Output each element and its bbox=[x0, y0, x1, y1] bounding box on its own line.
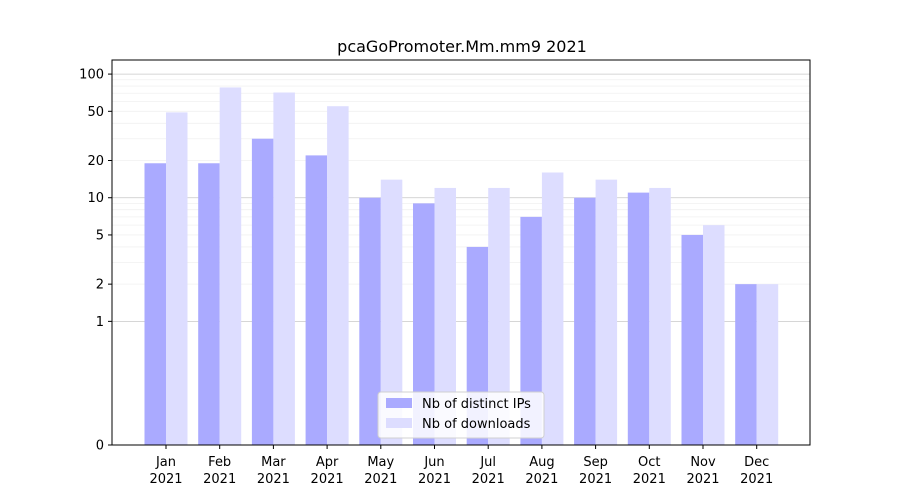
x-tick-sublabel: 2021 bbox=[525, 472, 558, 487]
bar-distinct-ips bbox=[359, 197, 381, 445]
y-tick-label: 0 bbox=[96, 439, 104, 454]
x-tick-sublabel: 2021 bbox=[740, 472, 773, 487]
bar-distinct-ips bbox=[144, 163, 166, 445]
bars bbox=[144, 87, 779, 446]
bar-distinct-ips bbox=[574, 197, 596, 445]
bar-distinct-ips bbox=[627, 192, 650, 445]
bar-downloads bbox=[434, 187, 456, 445]
bar-distinct-ips bbox=[520, 216, 542, 445]
x-tick-label: Oct bbox=[638, 455, 660, 470]
bar-downloads bbox=[488, 187, 510, 445]
x-tick-label: Dec bbox=[744, 455, 769, 470]
bar-downloads bbox=[649, 187, 671, 445]
bar-downloads bbox=[380, 179, 403, 446]
y-tick-label: 100 bbox=[79, 68, 104, 83]
legend-label: Nb of downloads bbox=[422, 417, 531, 432]
y-tick-label: 5 bbox=[96, 228, 104, 243]
x-tick-label: Jul bbox=[479, 455, 496, 470]
x-tick-label: May bbox=[367, 455, 394, 470]
bar-distinct-ips bbox=[198, 163, 220, 445]
x-tick-sublabel: 2021 bbox=[203, 472, 236, 487]
legend-box bbox=[377, 391, 545, 439]
legend-label: Nb of distinct IPs bbox=[422, 397, 531, 412]
bar-downloads bbox=[703, 225, 725, 445]
bar-distinct-ips bbox=[413, 203, 435, 445]
x-tick-label: Jun bbox=[423, 455, 444, 470]
bar-downloads bbox=[595, 179, 618, 446]
bar-downloads bbox=[756, 284, 779, 445]
plot-frame bbox=[111, 59, 811, 446]
y-axis: 0 1 2 5 10 20 50 100 bbox=[79, 68, 112, 454]
bar-downloads bbox=[273, 92, 295, 446]
chart-title: pcaGoPromoter.Mm.mm9 2021 bbox=[337, 37, 587, 56]
legend-swatch bbox=[386, 398, 412, 408]
bar-distinct-ips bbox=[735, 284, 757, 445]
x-tick-sublabel: 2021 bbox=[311, 472, 344, 487]
x-tick-sublabel: 2021 bbox=[472, 472, 505, 487]
bar-downloads bbox=[219, 87, 242, 446]
y-tick-label: 2 bbox=[96, 278, 104, 293]
bar-distinct-ips bbox=[251, 138, 274, 446]
x-tick-sublabel: 2021 bbox=[686, 472, 719, 487]
legend: Nb of distinct IPs Nb of downloads bbox=[377, 391, 545, 439]
x-tick-label: Sep bbox=[583, 455, 608, 470]
bar-downloads bbox=[327, 106, 349, 445]
bar-downloads bbox=[541, 172, 564, 446]
x-tick-sublabel: 2021 bbox=[579, 472, 612, 487]
bar-distinct-ips bbox=[305, 155, 328, 445]
y-tick-label: 10 bbox=[87, 191, 104, 206]
x-tick-sublabel: 2021 bbox=[633, 472, 666, 487]
legend-swatch bbox=[386, 418, 412, 428]
x-tick-label: Aug bbox=[529, 455, 554, 470]
x-tick-label: Mar bbox=[261, 455, 286, 470]
x-tick-label: Jan bbox=[155, 455, 176, 470]
y-tick-label: 50 bbox=[87, 105, 104, 120]
x-tick-sublabel: 2021 bbox=[257, 472, 290, 487]
x-tick-label: Nov bbox=[690, 455, 716, 470]
y-tick-label: 1 bbox=[96, 315, 104, 330]
x-tick-sublabel: 2021 bbox=[149, 472, 182, 487]
x-tick-sublabel: 2021 bbox=[418, 472, 451, 487]
x-axis: Jan 2021 Feb 2021 Mar 2021 Apr 2021 May 2021 Jun 20… bbox=[149, 445, 773, 487]
x-tick-label: Apr bbox=[316, 455, 339, 470]
x-tick-sublabel: 2021 bbox=[364, 472, 397, 487]
bar-distinct-ips bbox=[681, 234, 703, 445]
bar-downloads bbox=[166, 112, 188, 446]
y-tick-label: 20 bbox=[87, 154, 104, 169]
x-tick-label: Feb bbox=[208, 455, 231, 470]
